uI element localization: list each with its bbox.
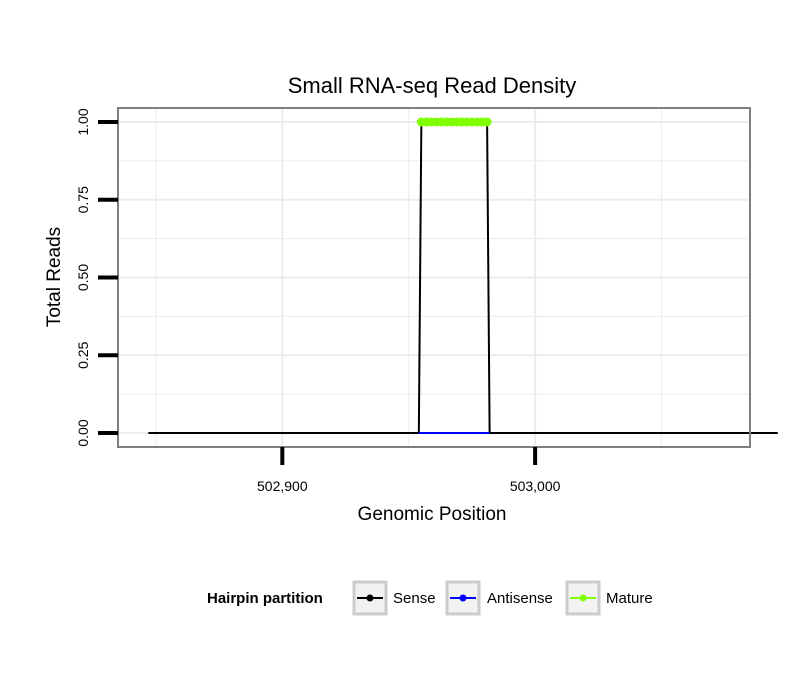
y-tick-label-0: 0.00 bbox=[75, 419, 91, 446]
legend-label-mature: Mature bbox=[606, 590, 653, 607]
legend-key-point-antisense bbox=[459, 594, 467, 602]
series-layer bbox=[148, 117, 778, 435]
grid bbox=[118, 108, 750, 447]
y-tick-label-2: 0.50 bbox=[75, 264, 91, 291]
chart-title: Small RNA-seq Read Density bbox=[288, 73, 577, 98]
y-axis: 0.00 0.25 0.50 0.75 1.00 bbox=[75, 108, 118, 447]
legend-label-sense: Sense bbox=[393, 590, 436, 607]
legend-key-point-mature bbox=[579, 594, 587, 602]
legend: Hairpin partition Sense Antisense Mature bbox=[207, 580, 653, 616]
y-tick-label-3: 0.75 bbox=[75, 186, 91, 213]
legend-title: Hairpin partition bbox=[207, 590, 323, 607]
y-tick-label-1: 0.25 bbox=[75, 341, 91, 368]
y-axis-title: Total Reads bbox=[44, 227, 65, 327]
x-tick-label-1: 503,000 bbox=[510, 478, 561, 494]
series-point-mature-13 bbox=[482, 117, 492, 127]
x-axis: 502,900 503,000 bbox=[257, 447, 561, 494]
y-tick-label-4: 1.00 bbox=[75, 108, 91, 135]
x-tick-label-0: 502,900 bbox=[257, 478, 308, 494]
legend-key-point-sense bbox=[366, 594, 374, 602]
x-axis-title: Genomic Position bbox=[358, 504, 507, 525]
legend-label-antisense: Antisense bbox=[487, 590, 553, 607]
